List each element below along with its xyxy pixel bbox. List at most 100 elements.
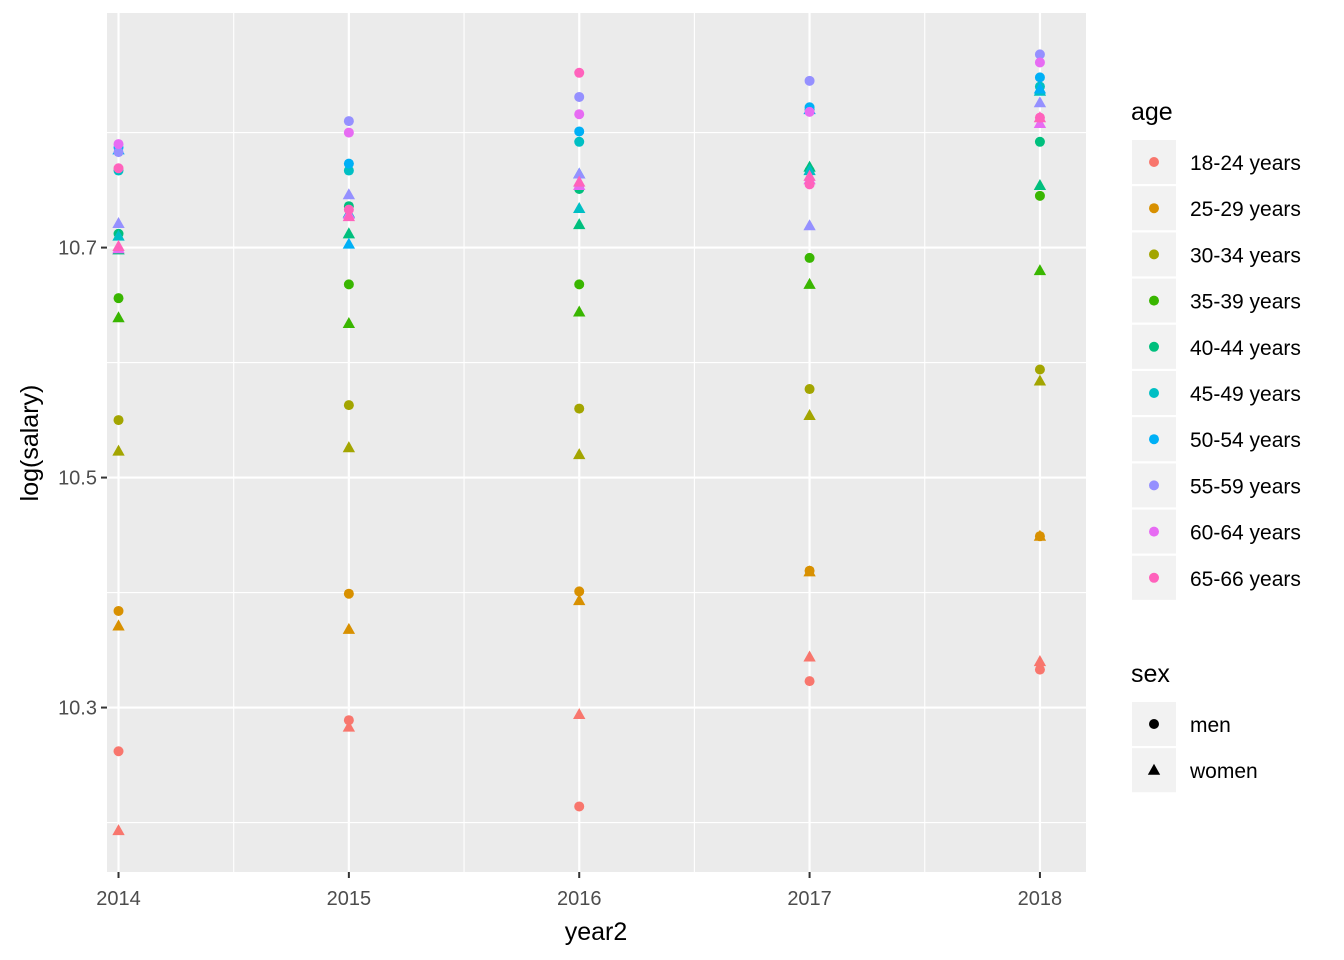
point-men-60-64 (1034, 57, 1045, 68)
point-women-55-59 (112, 216, 125, 228)
y-axis: 10.3 10.5 10.7 (58, 238, 107, 720)
legend-age-key (1149, 341, 1159, 352)
point-women-18-24 (1033, 655, 1047, 667)
point-men-25-29 (343, 588, 354, 599)
point-women-35-39 (803, 277, 816, 289)
legend-age-label: 55-59 years (1190, 475, 1301, 498)
point-men-18-24 (1034, 664, 1045, 675)
point-women-25-29 (803, 565, 816, 577)
point-men-55-59 (574, 91, 585, 102)
legend-age-title: age (1131, 98, 1173, 126)
legend-age-label: 60-64 years (1190, 522, 1301, 545)
point-men-55-59 (804, 75, 815, 86)
point-women-55-59 (342, 188, 356, 200)
point-women-30-34 (1033, 374, 1047, 386)
point-men-35-39 (1034, 190, 1045, 201)
point-women-45-49 (573, 201, 586, 214)
point-women-25-29 (573, 594, 586, 606)
point-women-18-24 (342, 720, 356, 732)
point-women-18-24 (112, 824, 125, 836)
legend-sex: sex men women (1131, 660, 1258, 793)
y-tick-label: 10.7 (58, 238, 97, 260)
point-women-35-39 (1033, 264, 1047, 276)
x-axis-title: year2 (565, 918, 628, 946)
point-men-65-66 (574, 67, 585, 78)
point-men-18-24 (574, 801, 585, 812)
point-men-50-54 (1034, 72, 1045, 83)
point-men-60-64 (113, 139, 124, 150)
data-points (112, 49, 1047, 836)
point-men-55-59 (1034, 49, 1045, 60)
point-women-18-24 (573, 707, 586, 720)
point-women-35-39 (112, 311, 125, 323)
point-women-35-39 (342, 316, 356, 329)
x-axis: 2014 2015 2016 2017 2018 (96, 872, 1062, 910)
point-women-30-34 (112, 444, 125, 456)
point-men-45-49 (343, 165, 354, 176)
legend-age-label: 30-34 years (1190, 244, 1301, 267)
point-men-50-54 (343, 158, 354, 169)
legend-age-key (1149, 388, 1159, 398)
point-men-25-29 (574, 586, 585, 597)
legend-sex-title: sex (1131, 660, 1170, 688)
legend-age-label: 40-44 years (1190, 337, 1301, 360)
point-men-55-59 (343, 116, 354, 127)
legend-sex-label: men (1190, 714, 1231, 737)
legend-sex-key (1147, 763, 1161, 775)
point-women-45-49 (112, 229, 125, 241)
point-men-45-49 (574, 136, 585, 147)
point-men-35-39 (804, 252, 815, 263)
point-men-18-24 (804, 676, 815, 687)
y-axis-title: log(salary) (16, 385, 44, 502)
point-women-25-29 (1033, 529, 1047, 541)
point-men-30-34 (1034, 364, 1045, 375)
point-women-45-49 (803, 164, 816, 176)
point-women-40-44 (573, 218, 586, 230)
legend-age-label: 25-29 years (1190, 198, 1301, 221)
point-women-55-59 (573, 167, 586, 179)
point-men-25-29 (113, 605, 124, 616)
point-men-18-24 (343, 715, 354, 726)
point-women-25-29 (342, 622, 356, 634)
legend-age: age 18-24 years 25-29 years 30-34 years 35-… (1131, 98, 1301, 600)
point-women-30-34 (573, 448, 586, 460)
legend-age-label: 65-66 years (1190, 568, 1301, 591)
point-men-35-39 (343, 279, 354, 290)
point-women-30-34 (803, 408, 816, 421)
point-men-60-64 (804, 106, 815, 117)
point-men-65-66 (343, 204, 354, 215)
point-men-18-24 (113, 746, 124, 757)
legend-age-key (1149, 203, 1159, 214)
legend-age-label: 45-49 years (1190, 383, 1301, 406)
legend-age-key (1149, 249, 1159, 260)
point-women-50-54 (1033, 82, 1047, 94)
legend-age-key (1149, 480, 1159, 491)
plot-panel (107, 13, 1086, 872)
point-men-35-39 (574, 279, 585, 290)
point-men-30-34 (113, 415, 124, 426)
legend-age-label: 18-24 years (1190, 152, 1301, 175)
point-men-30-34 (804, 384, 815, 395)
point-men-60-64 (574, 109, 585, 120)
point-women-40-44 (1033, 178, 1047, 191)
legend-age-key (1149, 526, 1159, 537)
point-women-65-66 (803, 169, 816, 181)
point-women-35-39 (573, 305, 586, 317)
x-tick-label: 2015 (327, 888, 372, 910)
legend-sex-label: women (1189, 760, 1258, 783)
point-women-50-54 (342, 237, 356, 249)
point-men-50-54 (574, 126, 585, 137)
point-men-30-34 (574, 403, 585, 414)
y-tick-label: 10.5 (58, 468, 97, 490)
point-men-40-44 (1034, 136, 1045, 147)
x-tick-label: 2016 (557, 888, 602, 910)
point-men-65-66 (113, 163, 124, 174)
legend-age-label: 35-39 years (1190, 291, 1301, 314)
point-men-65-66 (804, 179, 815, 190)
point-women-65-66 (112, 239, 125, 251)
point-men-55-59 (113, 147, 124, 158)
point-women-65-66 (342, 210, 356, 222)
y-tick-label: 10.3 (58, 698, 97, 720)
point-men-35-39 (113, 293, 124, 304)
